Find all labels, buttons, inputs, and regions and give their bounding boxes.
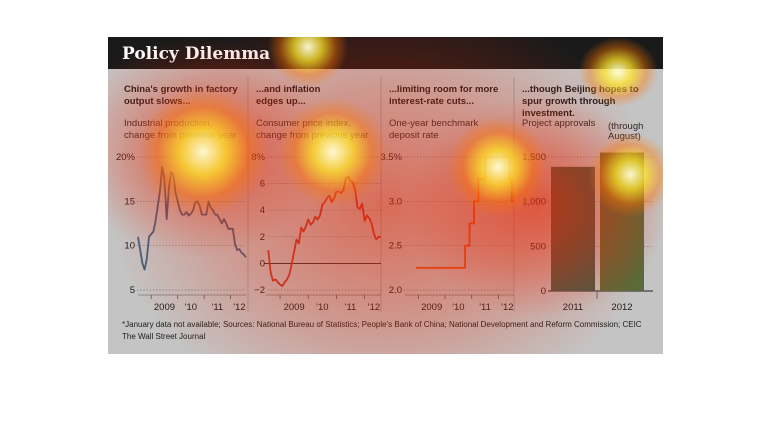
x-tick-label: '11 [345, 302, 357, 313]
y-tick-label: 0 [541, 286, 546, 297]
x-tick-label: '12 [233, 302, 245, 313]
y-tick-label: 0 [260, 258, 265, 269]
bar-2011 [551, 166, 595, 291]
y-tick-label: 1,000 [522, 197, 546, 208]
y-tick-label: 1,500 [522, 152, 546, 163]
panel-subtitle: change from previous year [124, 130, 236, 141]
y-tick-label: 2.5 [389, 241, 402, 252]
panel-heading: ...and inflation [256, 84, 321, 95]
x-tick-label: '11 [212, 302, 224, 313]
y-tick-label: 6 [260, 179, 265, 190]
x-tick-label: 2012 [611, 302, 632, 313]
y-tick-label: 10 [124, 241, 135, 252]
y-tick-label: 3.0 [389, 196, 402, 207]
y-tick-label: 4 [260, 205, 265, 216]
series-line [267, 175, 381, 287]
series-line [137, 165, 247, 271]
panel-subtitle: change from previous year [256, 130, 368, 141]
footnote: *January data not available; Sources: Na… [122, 320, 642, 329]
panel-heading: interest-rate cuts... [389, 96, 474, 107]
panel-heading: output slows... [124, 96, 191, 107]
panel-heading: edges up... [256, 96, 306, 107]
panel-subtitle: One-year benchmark [389, 118, 478, 129]
y-tick-label: 3.5% [380, 152, 402, 163]
x-tick-label: 2009 [284, 302, 305, 313]
y-tick-label: 2 [260, 232, 265, 243]
y-tick-label: 20% [116, 152, 136, 163]
x-tick-label: '10 [316, 302, 328, 313]
x-tick-label: '12 [368, 302, 380, 313]
x-tick-label: 2011 [563, 302, 583, 313]
y-tick-label: 8% [251, 152, 265, 163]
x-tick-label: '10 [452, 302, 464, 313]
bar-2012 [600, 152, 644, 291]
panel-subtitle: Project approvals [522, 118, 596, 129]
y-tick-label: 5 [130, 285, 135, 296]
series-line [416, 156, 514, 269]
figure: Policy Dilemma China's growth in factory… [108, 37, 663, 354]
panel-note: August) [608, 131, 641, 142]
panel-heading: China's growth in factory [124, 84, 238, 95]
y-tick-label: −2 [254, 285, 265, 296]
panel-heading: spur growth through [522, 96, 616, 107]
y-tick-label: 15 [124, 196, 135, 207]
x-tick-label: 2009 [154, 302, 175, 313]
panel-subtitle: deposit rate [389, 130, 439, 141]
panel-heading: ...limiting room for more [389, 84, 498, 95]
x-tick-label: 2009 [421, 302, 442, 313]
credit: The Wall Street Journal [122, 332, 206, 341]
panel-heading: ...though Beijing hopes to [522, 84, 639, 95]
y-tick-label: 2.0 [389, 285, 402, 296]
panel-subtitle: Consumer price index, [256, 118, 351, 129]
x-tick-label: '11 [479, 302, 491, 313]
panel-subtitle: Industrial production, [124, 118, 212, 129]
x-tick-label: '10 [185, 302, 197, 313]
x-tick-label: '12 [501, 302, 513, 313]
y-tick-label: 500 [530, 241, 546, 252]
